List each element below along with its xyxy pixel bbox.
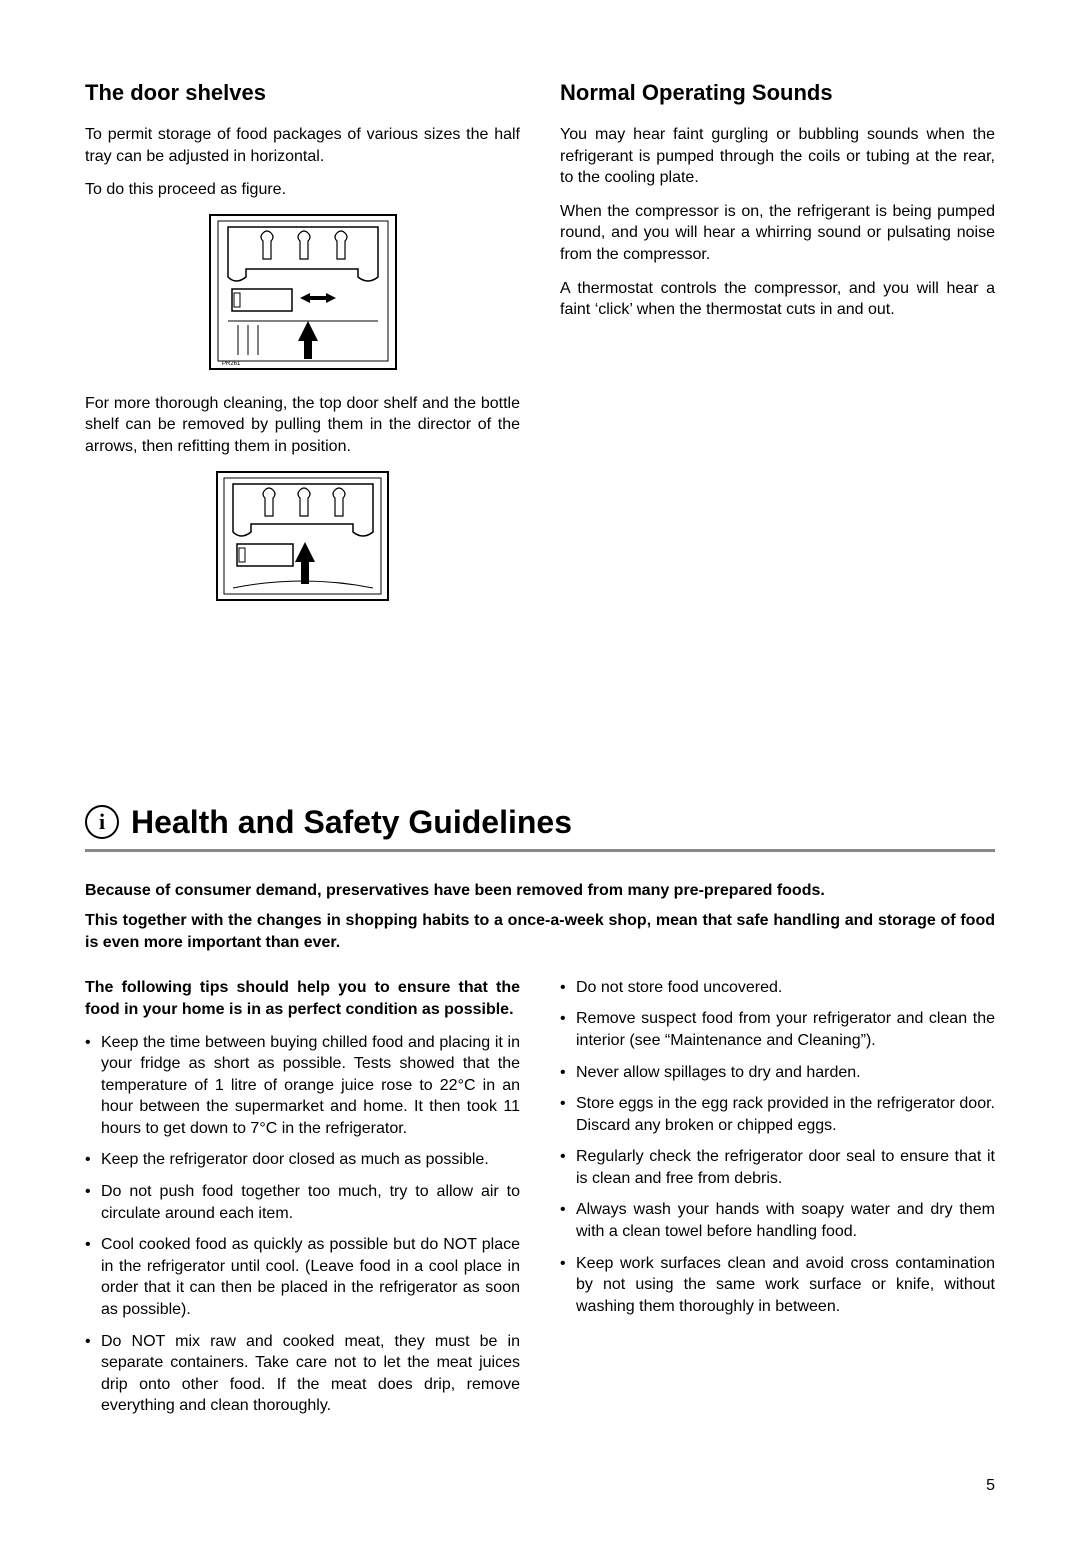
hsg-header: i Health and Safety Guidelines xyxy=(85,804,995,852)
hsg-tips-lead: The following tips should help you to en… xyxy=(85,977,520,1022)
hsg-left-column: The following tips should help you to en… xyxy=(85,977,520,1427)
list-item: Do not push food together too much, try … xyxy=(85,1181,520,1224)
list-item: Always wash your hands with soapy water … xyxy=(560,1199,995,1242)
door-shelf-remove-illustration xyxy=(215,470,390,602)
list-item: Regularly check the refrigerator door se… xyxy=(560,1146,995,1189)
normal-sounds-p1: You may hear faint gurgling or bubbling … xyxy=(560,124,995,189)
hsg-right-list: Do not store food uncovered. Remove susp… xyxy=(560,977,995,1318)
door-shelves-p3: For more thorough cleaning, the top door… xyxy=(85,393,520,458)
hsg-title: Health and Safety Guidelines xyxy=(131,804,572,841)
list-item: Keep work surfaces clean and avoid cross… xyxy=(560,1253,995,1318)
list-item: Remove suspect food from your refrigerat… xyxy=(560,1008,995,1051)
list-item: Do NOT mix raw and cooked meat, they mus… xyxy=(85,1331,520,1417)
normal-sounds-heading: Normal Operating Sounds xyxy=(560,80,995,106)
hsg-intro-2: This together with the changes in shoppi… xyxy=(85,910,995,955)
figure-door-shelf-adjust: PR261 xyxy=(85,213,520,371)
page-number: 5 xyxy=(85,1477,995,1495)
hsg-left-list: Keep the time between buying chilled foo… xyxy=(85,1032,520,1418)
left-column: The door shelves To permit storage of fo… xyxy=(85,80,520,624)
list-item: Cool cooked food as quickly as possible … xyxy=(85,1234,520,1320)
figure-door-shelf-remove xyxy=(85,470,520,602)
list-item: Keep the refrigerator door closed as muc… xyxy=(85,1149,520,1171)
hsg-right-column: Do not store food uncovered. Remove susp… xyxy=(560,977,995,1427)
svg-text:PR261: PR261 xyxy=(222,361,241,367)
normal-sounds-p3: A thermostat controls the compressor, an… xyxy=(560,278,995,321)
list-item: Store eggs in the egg rack provided in t… xyxy=(560,1093,995,1136)
list-item: Do not store food uncovered. xyxy=(560,977,995,999)
door-shelf-adjust-illustration: PR261 xyxy=(208,213,398,371)
door-shelves-p2: To do this proceed as figure. xyxy=(85,179,520,201)
list-item: Keep the time between buying chilled foo… xyxy=(85,1032,520,1140)
door-shelves-heading: The door shelves xyxy=(85,80,520,106)
hsg-intro-1: Because of consumer demand, preservative… xyxy=(85,880,995,902)
info-icon: i xyxy=(85,805,119,839)
normal-sounds-p2: When the compressor is on, the refrigera… xyxy=(560,201,995,266)
right-column: Normal Operating Sounds You may hear fai… xyxy=(560,80,995,624)
list-item: Never allow spillages to dry and harden. xyxy=(560,1062,995,1084)
door-shelves-p1: To permit storage of food packages of va… xyxy=(85,124,520,167)
